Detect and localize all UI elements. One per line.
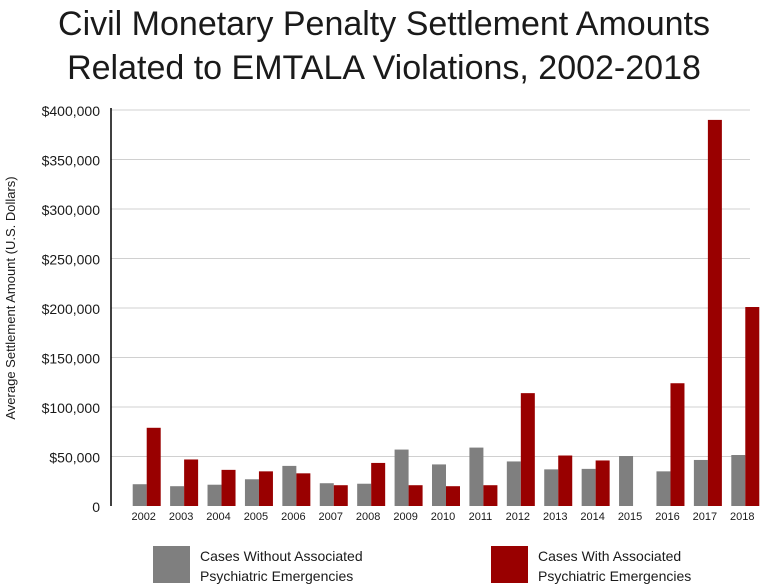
y-tick-label: $100,000 — [42, 400, 101, 416]
bar-with — [595, 460, 610, 506]
bar-without — [731, 455, 746, 506]
bar-without — [319, 483, 334, 506]
y-tick-label: $50,000 — [49, 450, 100, 466]
bar-with — [333, 485, 348, 506]
legend-swatch-without — [153, 546, 190, 583]
bar-with — [446, 486, 460, 506]
y-tick-label: $400,000 — [42, 103, 101, 119]
bar-without — [619, 456, 634, 506]
bar-with — [146, 427, 161, 506]
bar-with — [707, 119, 722, 507]
legend-swatch-with — [491, 546, 528, 583]
bar-with — [184, 459, 199, 506]
legend-label-without: Cases Without Associated Psychiatric Eme… — [200, 548, 363, 584]
x-tick-label: 2006 — [281, 511, 305, 523]
bar-without — [693, 459, 708, 506]
bar-with — [221, 469, 236, 506]
x-tick-label: 2017 — [693, 511, 717, 523]
x-tick-label: 2002 — [131, 511, 155, 523]
x-tick-label: 2008 — [356, 511, 380, 523]
bar-without — [506, 461, 521, 506]
bar-with — [745, 307, 760, 506]
bar-with — [258, 471, 273, 506]
bar-with — [483, 485, 498, 506]
y-tick-label: $300,000 — [42, 202, 101, 218]
bar-without — [656, 471, 671, 506]
chart-title-line-2: Related to EMTALA Violations, 2002-2018 — [67, 49, 701, 87]
x-tick-label: 2014 — [580, 511, 604, 523]
bar-without — [244, 479, 259, 506]
x-tick-label: 2010 — [431, 511, 455, 523]
x-tick-label: 2018 — [730, 511, 754, 523]
legend-label-with: Cases With Associated Psychiatric Emerge… — [538, 548, 692, 584]
x-tick-label: 2012 — [506, 511, 530, 523]
gridlines — [111, 109, 750, 457]
x-tick-label: 2016 — [655, 511, 679, 523]
y-tick-label: $350,000 — [42, 153, 101, 169]
bar-with — [296, 473, 311, 506]
y-tick-label: $200,000 — [42, 301, 101, 317]
chart-title: Civil Monetary Penalty Settlement Amount… — [0, 2, 768, 90]
x-axis-tick-labels: 2002 2003 2004 2005 2006 2007 2008 2009 2010 2011… — [131, 511, 754, 523]
y-tick-label: $250,000 — [42, 252, 101, 268]
bar-with — [558, 455, 573, 506]
legend-item-with: Cases With Associated Psychiatric Emerge… — [491, 546, 731, 584]
chart-title-line-1: Civil Monetary Penalty Settlement Amount… — [58, 5, 710, 43]
x-tick-label: 2011 — [469, 511, 493, 523]
x-tick-label: 2004 — [206, 511, 230, 523]
x-tick-label: 2015 — [618, 511, 642, 523]
x-tick-label: 2003 — [169, 511, 193, 523]
bar-without — [432, 464, 446, 506]
x-tick-label: 2007 — [319, 511, 343, 523]
bar-without — [282, 465, 297, 506]
bar-without — [544, 469, 559, 506]
y-axis-label: Average Settlement Amount (U.S. Dollars) — [3, 176, 18, 419]
bar-without — [357, 483, 372, 506]
bar-with — [408, 485, 423, 506]
bar-chart: 0 $50,000 $100,000 $150,000 $200,000 $250,000… — [3, 103, 760, 523]
bar-without — [170, 486, 185, 506]
bar-with — [520, 393, 535, 506]
bar-with — [670, 383, 685, 506]
x-tick-label: 2009 — [393, 511, 417, 523]
bar-without — [581, 468, 596, 506]
x-tick-label: 2013 — [543, 511, 567, 523]
bar-without — [132, 484, 147, 506]
legend-item-without: Cases Without Associated Psychiatric Eme… — [153, 546, 393, 584]
bar-without — [469, 447, 484, 506]
x-tick-label: 2005 — [244, 511, 268, 523]
y-tick-label: $150,000 — [42, 351, 101, 367]
y-tick-label: 0 — [92, 499, 100, 515]
bar-without — [207, 484, 222, 506]
y-axis-tick-labels: 0 $50,000 $100,000 $150,000 $200,000 $250,000… — [42, 103, 101, 515]
bars — [132, 119, 760, 507]
bar-with — [371, 462, 386, 506]
bar-without — [394, 449, 409, 506]
